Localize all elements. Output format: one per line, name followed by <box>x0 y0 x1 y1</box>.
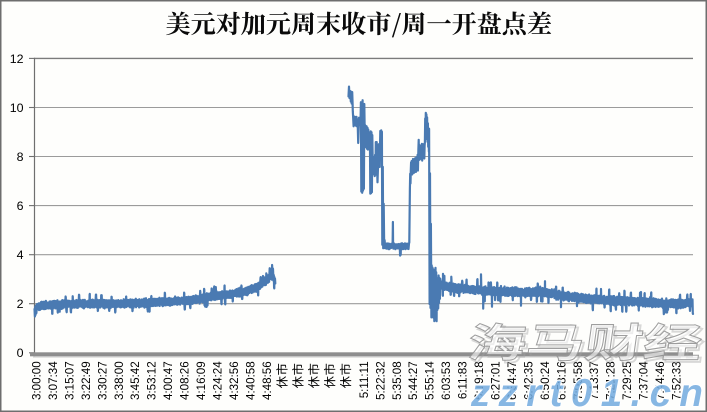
svg-text:4:32:56: 4:32:56 <box>228 361 241 400</box>
svg-text:7:21:28: 7:21:28 <box>605 361 618 400</box>
svg-text:3:00:00: 3:00:00 <box>31 361 44 400</box>
svg-text:3:15:07: 3:15:07 <box>63 361 76 400</box>
svg-text:7:52:33: 7:52:33 <box>671 361 684 400</box>
svg-text:7:37:04: 7:37:04 <box>638 361 651 400</box>
svg-text:6:34:47: 6:34:47 <box>506 361 519 400</box>
svg-text:5:35:08: 5:35:08 <box>391 361 404 400</box>
svg-text:0: 0 <box>17 346 24 360</box>
svg-text:6:27:01: 6:27:01 <box>490 361 503 400</box>
svg-text:7:44:46: 7:44:46 <box>654 361 667 400</box>
svg-text:4:48:56: 4:48:56 <box>261 361 274 400</box>
svg-text:3:22:49: 3:22:49 <box>80 361 93 400</box>
svg-text:5:55:14: 5:55:14 <box>424 361 437 400</box>
svg-text:8: 8 <box>17 150 24 164</box>
svg-text:4:00:47: 4:00:47 <box>162 361 175 400</box>
svg-text:zzrt01.cn: zzrt01.cn <box>470 372 707 412</box>
svg-text:2: 2 <box>17 297 24 311</box>
svg-text:3:53:12: 3:53:12 <box>146 361 159 400</box>
svg-text:3:07:34: 3:07:34 <box>47 361 60 400</box>
svg-text:6:03:53: 6:03:53 <box>440 361 453 400</box>
svg-text:4:40:58: 4:40:58 <box>244 361 257 400</box>
svg-text:3:38:00: 3:38:00 <box>113 361 126 400</box>
svg-text:5:22:32: 5:22:32 <box>374 361 387 400</box>
svg-text:12: 12 <box>10 52 24 66</box>
svg-text:7:05:58: 7:05:58 <box>572 361 585 400</box>
svg-text:4:08:26: 4:08:26 <box>179 361 192 400</box>
svg-text:6:11:83: 6:11:83 <box>457 361 470 399</box>
svg-text:4:16:09: 4:16:09 <box>195 361 208 400</box>
svg-text:10: 10 <box>10 101 24 115</box>
svg-text:5:11:11: 5:11:11 <box>358 361 371 398</box>
svg-text:4:24:24: 4:24:24 <box>211 361 224 400</box>
svg-text:7:29:25: 7:29:25 <box>621 361 634 400</box>
svg-text:6:50:24: 6:50:24 <box>539 361 552 400</box>
svg-text:3:45:42: 3:45:42 <box>129 361 142 400</box>
svg-text:6:19:18: 6:19:18 <box>473 361 486 400</box>
svg-text:6: 6 <box>17 199 24 213</box>
svg-text:7:13:37: 7:13:37 <box>588 361 601 400</box>
svg-text:3:30:27: 3:30:27 <box>96 361 109 400</box>
svg-text:6:58:16: 6:58:16 <box>555 361 568 400</box>
svg-text:6:42:35: 6:42:35 <box>522 361 535 400</box>
svg-text:5:44:27: 5:44:27 <box>407 361 420 400</box>
svg-text:4: 4 <box>17 248 24 262</box>
